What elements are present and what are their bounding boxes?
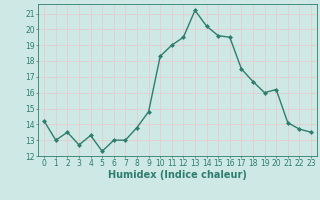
X-axis label: Humidex (Indice chaleur): Humidex (Indice chaleur) [108, 170, 247, 180]
